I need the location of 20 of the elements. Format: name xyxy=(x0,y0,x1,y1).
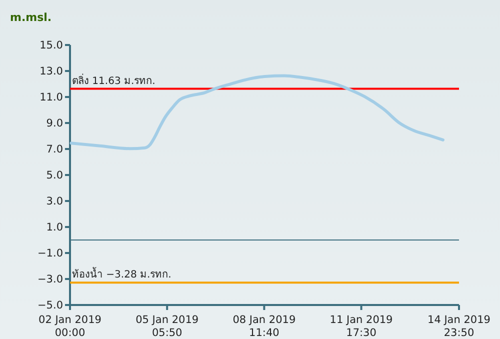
ref-line-label: ตลิ่ง 11.63 ม.รทก. xyxy=(72,72,156,87)
y-tick-label: 9.0 xyxy=(46,118,63,130)
y-tick-label: 11.0 xyxy=(40,92,63,104)
y-tick-label: 15.0 xyxy=(40,40,63,52)
x-tick-label: 02 Jan 2019 00:00 xyxy=(38,314,102,339)
ref-line-label: ท้องน้ำ −3.28 ม.รทก. xyxy=(72,266,172,281)
x-tick-label: 05 Jan 2019 05:50 xyxy=(136,314,199,339)
y-tick-label: −5.0 xyxy=(38,300,63,312)
x-tick-label: 14 Jan 2019 23:50 xyxy=(428,314,490,339)
line-series xyxy=(70,74,444,150)
y-axis-title: m.msl. xyxy=(10,11,52,24)
y-tick-label: 13.0 xyxy=(40,66,63,78)
y-tick-label: 5.0 xyxy=(46,170,63,182)
y-tick-label: 1.0 xyxy=(46,222,63,234)
y-tick-label: 3.0 xyxy=(46,196,63,208)
x-tick-label: 11 Jan 2019 17:30 xyxy=(330,314,393,339)
y-tick-label: −1.0 xyxy=(38,248,63,260)
y-tick-label: −3.0 xyxy=(38,274,63,286)
y-tick-label: 7.0 xyxy=(46,144,63,156)
x-tick-label: 08 Jan 2019 11:40 xyxy=(232,314,296,339)
